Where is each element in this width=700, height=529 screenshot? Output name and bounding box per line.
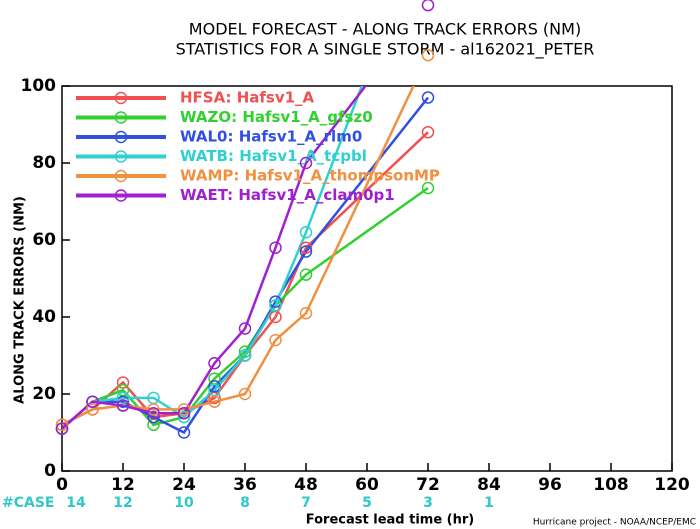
series-line — [62, 86, 415, 426]
point — [147, 403, 160, 416]
point — [177, 426, 191, 439]
point — [177, 407, 191, 420]
y-tick-label: 60 — [32, 230, 56, 250]
point — [421, 48, 435, 62]
legend-label: WAMP: Hafsv1_A_thompsonMP — [180, 167, 440, 185]
y-axis-label: ALONG TRACK ERRORS (NM) — [13, 196, 28, 404]
case-count: 3 — [423, 495, 433, 511]
legend-label: WAL0: Hafsv1_A_rlm0 — [180, 128, 362, 146]
point — [299, 245, 313, 258]
x-tick-label: 24 — [172, 475, 196, 495]
point — [299, 306, 313, 320]
y-tick-label: 20 — [32, 384, 56, 404]
y-tick-label: 80 — [32, 153, 56, 173]
point — [238, 387, 252, 401]
point — [147, 410, 160, 424]
point — [208, 395, 221, 408]
point — [269, 333, 282, 347]
series-line — [62, 96, 429, 435]
point — [177, 410, 191, 424]
point — [299, 241, 313, 254]
legend-marker — [114, 169, 128, 183]
lines-layer — [62, 86, 429, 435]
point — [86, 395, 99, 408]
point — [421, 181, 435, 195]
x-tick-label: 0 — [56, 475, 68, 495]
case-count: 8 — [240, 495, 250, 511]
point — [421, 0, 435, 12]
y-tick-label: 40 — [32, 307, 56, 327]
x-tick-label: 72 — [416, 475, 440, 495]
y-tick-label: 0 — [44, 461, 56, 481]
point — [269, 299, 282, 312]
x-axis-label: Forecast lead time (hr) — [306, 513, 474, 528]
point — [116, 399, 130, 412]
chart-subtitle: STATISTICS FOR A SINGLE STORM - al162021… — [176, 40, 595, 60]
series-line — [62, 86, 368, 430]
legend-marker — [114, 189, 128, 202]
point — [177, 403, 191, 416]
legend-label: HFSA: Hafsv1_A — [180, 89, 315, 107]
point — [147, 407, 160, 420]
point — [55, 422, 69, 435]
x-tick-label: 48 — [294, 475, 318, 495]
x-tick-label: 84 — [477, 475, 501, 495]
point — [269, 241, 282, 254]
x-tick-label: 120 — [654, 475, 690, 495]
point — [299, 268, 313, 281]
chart-title: MODEL FORECAST - ALONG TRACK ERRORS (NM) — [189, 20, 581, 39]
point — [208, 356, 221, 370]
legend-marker — [114, 150, 128, 163]
point — [86, 403, 99, 416]
legend-label: WATB: Hafsv1_A_tcpbl — [180, 147, 367, 165]
legend-marker — [114, 130, 128, 144]
legend-marker — [114, 111, 128, 124]
case-count: 7 — [301, 495, 311, 511]
case-count: 1 — [484, 495, 494, 511]
point — [208, 380, 221, 393]
case-count: 14 — [66, 495, 86, 511]
point — [269, 295, 282, 308]
case-label: #CASE — [2, 495, 55, 511]
point — [421, 125, 435, 139]
legend-label: WAET: Hafsv1_A_clam0p1 — [180, 186, 395, 204]
x-tick-label: 96 — [538, 475, 562, 495]
point — [299, 226, 313, 239]
x-tick-label: 60 — [355, 475, 379, 495]
point — [421, 91, 435, 104]
point — [238, 322, 252, 335]
x-tick-label: 36 — [233, 475, 257, 495]
point — [116, 395, 130, 408]
point — [238, 349, 252, 362]
series-line — [62, 187, 429, 430]
footer: Hurricane project - NOAA/NCEP/EMC — [533, 518, 696, 528]
point — [299, 156, 313, 170]
x-tick-label: 12 — [111, 475, 135, 495]
x-tick-label: 108 — [593, 475, 629, 495]
point — [116, 391, 130, 405]
series-line — [62, 86, 364, 430]
case-count: 12 — [113, 495, 132, 511]
case-count: 5 — [362, 495, 372, 511]
legend-marker — [114, 91, 128, 105]
case-count: 10 — [174, 495, 194, 511]
legend-label: WAZO: Hafsv1_A_gfsz0 — [180, 108, 373, 126]
point — [238, 345, 252, 358]
y-tick-label: 100 — [21, 76, 57, 96]
point — [116, 376, 130, 389]
point — [55, 418, 69, 432]
